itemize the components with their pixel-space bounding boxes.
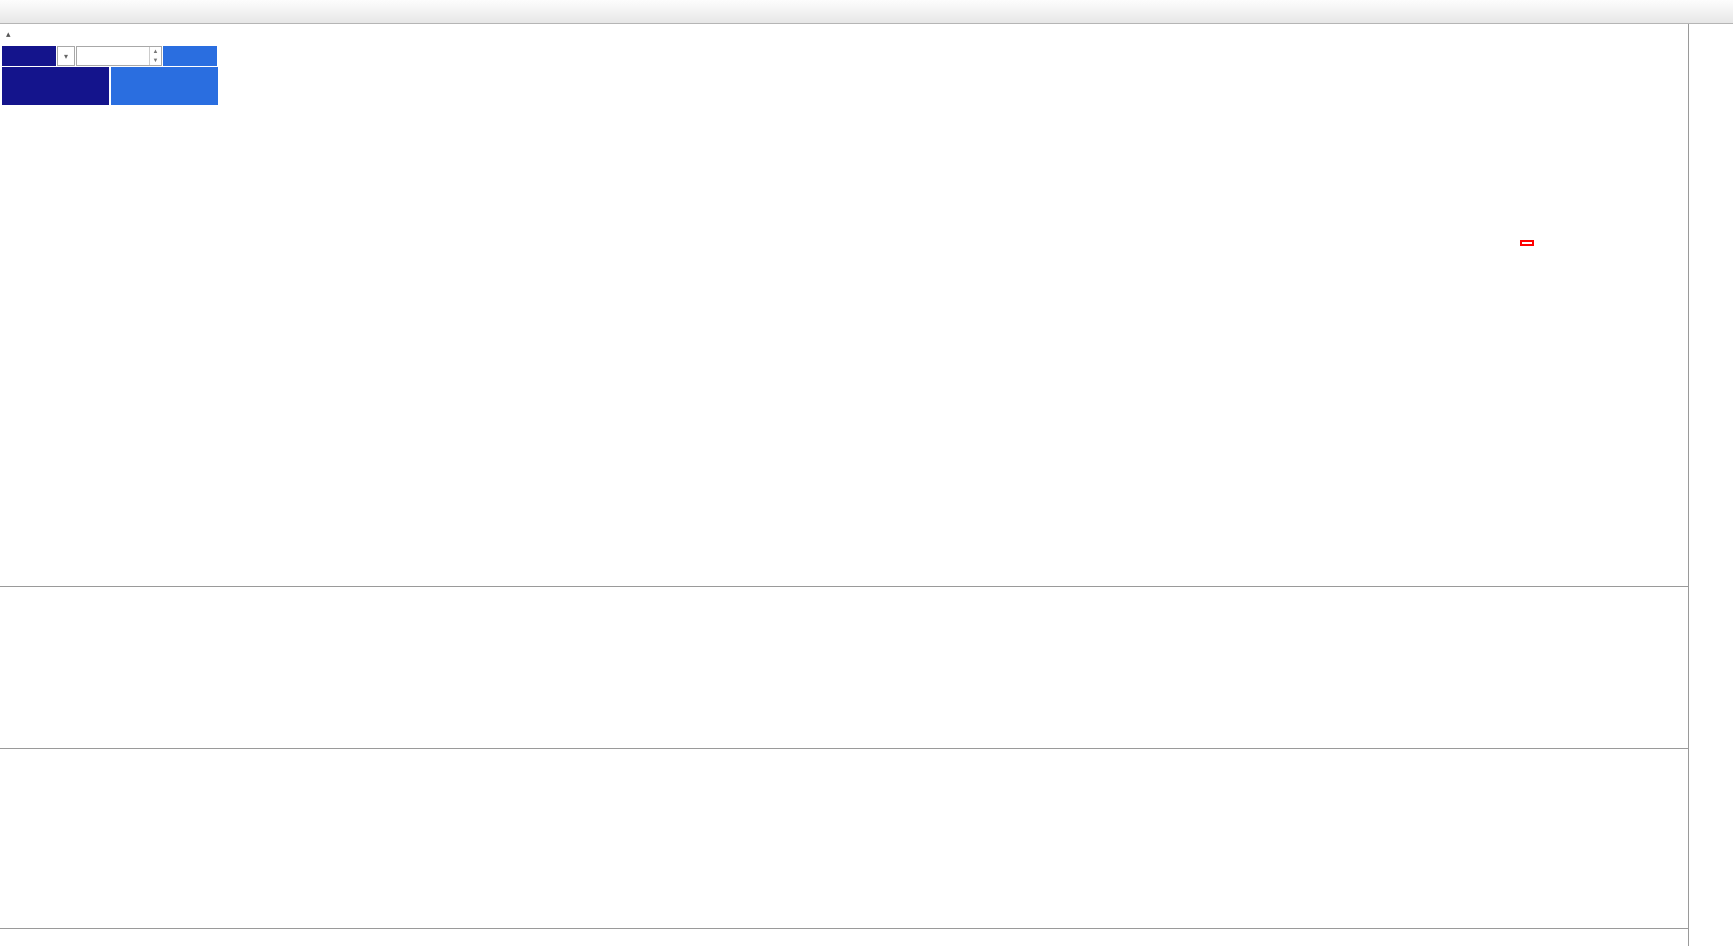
sell-button[interactable] — [2, 46, 56, 66]
volume-spinner: ▲ ▼ — [149, 47, 161, 65]
price-chart-panel: ▴ ▾ ▲ ▼ — [0, 24, 1688, 586]
price-callout-annotation[interactable] — [1520, 240, 1534, 246]
volume-decrease-button[interactable]: ▼ — [152, 57, 159, 64]
sell-price-button[interactable] — [2, 67, 109, 105]
volume-dropdown[interactable]: ▾ — [57, 46, 75, 66]
volume-field: ▲ ▼ — [76, 46, 162, 66]
one-click-trading-widget: ▾ ▲ ▼ — [2, 46, 218, 105]
symbol-ohlc-readout: ▴ — [6, 29, 23, 40]
buy-button[interactable] — [163, 46, 217, 66]
macd-canvas[interactable] — [0, 587, 1688, 749]
rsi-panel — [0, 748, 1688, 928]
chart-symbol-icon: ▴ — [6, 29, 11, 39]
macd-panel — [0, 586, 1688, 748]
buy-price-button[interactable] — [111, 67, 218, 105]
main-toolbar — [0, 0, 1733, 24]
main-chart-canvas[interactable] — [0, 24, 1688, 586]
volume-increase-button[interactable]: ▲ — [152, 48, 159, 55]
time-axis[interactable] — [0, 928, 1688, 946]
price-axis[interactable] — [1688, 24, 1733, 946]
volume-input[interactable] — [77, 47, 149, 65]
rsi-canvas[interactable] — [0, 749, 1688, 929]
